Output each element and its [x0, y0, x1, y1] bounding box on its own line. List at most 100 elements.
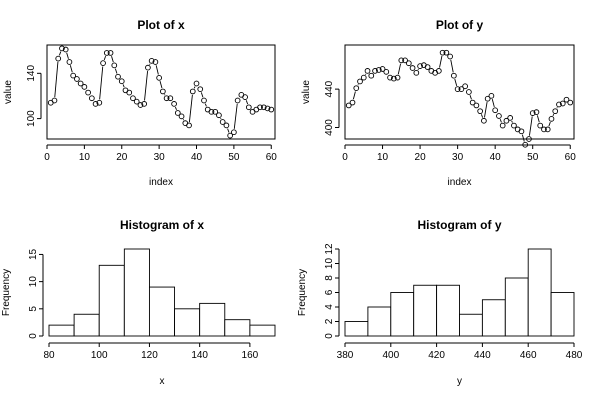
series-segment — [450, 59, 454, 73]
data-point — [227, 132, 233, 139]
series-segment — [111, 56, 114, 63]
data-point — [372, 68, 378, 74]
data-point — [556, 101, 562, 108]
data-point — [100, 60, 106, 66]
x-tick-label: 480 — [566, 350, 583, 361]
histogram-bar — [73, 313, 100, 337]
x-tick-label: 10 — [377, 152, 389, 163]
data-point — [451, 72, 457, 79]
data-point — [383, 69, 390, 75]
data-point — [466, 89, 472, 95]
data-point — [417, 63, 423, 69]
data-point — [402, 57, 408, 64]
x-tick-label: 40 — [490, 152, 502, 163]
x-tick-label: 0 — [44, 152, 50, 163]
histogram-bars — [48, 248, 276, 337]
data-point — [156, 74, 162, 81]
data-point — [257, 104, 263, 111]
series-points — [47, 45, 275, 139]
x-axis-title: index — [149, 177, 173, 188]
histogram-bar — [174, 308, 201, 337]
data-point — [481, 117, 487, 124]
histogram-bar — [123, 248, 150, 337]
series-segment — [511, 120, 513, 123]
data-point — [353, 85, 360, 92]
data-point — [133, 98, 140, 105]
data-point — [477, 108, 483, 115]
series-segment — [54, 61, 59, 98]
series-segment — [245, 100, 249, 105]
data-point — [55, 55, 62, 62]
data-point — [533, 109, 540, 115]
x-axis-title: x — [160, 376, 165, 387]
data-point — [178, 113, 185, 120]
data-point — [130, 95, 136, 102]
series-line — [54, 51, 249, 133]
data-point — [563, 96, 570, 103]
x-tick-label: 60 — [266, 152, 278, 163]
data-point — [118, 78, 125, 85]
data-point — [496, 113, 502, 119]
data-point — [394, 74, 401, 81]
data-point — [360, 74, 367, 81]
data-point — [107, 50, 114, 56]
data-point — [548, 116, 555, 122]
chart-title: Histogram of x — [120, 218, 204, 232]
histogram-bar — [481, 299, 506, 337]
data-point — [148, 58, 155, 64]
data-point — [473, 102, 480, 109]
data-point — [518, 128, 525, 135]
data-point — [51, 97, 58, 104]
series-points — [345, 49, 574, 148]
series-segment — [454, 78, 458, 86]
y-tick-label: 400 — [324, 119, 335, 136]
data-point — [439, 49, 446, 56]
x-tick-label: 30 — [452, 152, 464, 163]
data-point — [212, 108, 219, 115]
data-point — [77, 80, 84, 87]
data-point — [462, 83, 468, 90]
histogram-bar — [98, 264, 125, 337]
data-point — [469, 99, 476, 106]
y-tick-label: 0 — [28, 333, 39, 339]
data-point — [544, 126, 551, 133]
series-segment — [204, 103, 207, 107]
series-segment — [114, 68, 118, 74]
series-segment — [469, 95, 472, 100]
x-tick-label: 0 — [342, 152, 348, 163]
plot-frame — [46, 44, 276, 140]
chart-panel-4: Histogram of y 380 400 420 440 460 480 0 2 4 6 8 10 1… — [297, 218, 583, 387]
series-segment — [552, 114, 555, 117]
x-axis: 0 10 20 30 40 50 60 — [342, 144, 577, 163]
series-segment — [66, 52, 69, 59]
data-point — [242, 94, 248, 100]
x-tick-label: 60 — [565, 152, 577, 163]
data-point — [357, 78, 363, 85]
series-segment — [227, 128, 230, 133]
x-tick-label: 140 — [191, 350, 208, 361]
x-tick-label: 160 — [242, 350, 259, 361]
data-point — [268, 106, 275, 113]
data-point — [458, 86, 465, 92]
y-axis-title: Frequency — [1, 269, 12, 316]
data-point — [152, 59, 159, 65]
data-point — [364, 68, 371, 74]
y-axis-title: Frequency — [297, 269, 308, 316]
data-point — [526, 136, 532, 142]
data-point — [488, 92, 495, 99]
data-point — [171, 101, 177, 107]
plot-frame — [344, 44, 575, 140]
series-segment — [491, 99, 495, 108]
y-tick-label: 15 — [28, 248, 39, 260]
chart-panel-3: Histogram of x 80 100 120 140 160 0 5 10 15 x Frequ… — [1, 218, 276, 387]
series-segment — [122, 84, 125, 88]
data-point — [189, 88, 196, 95]
data-point — [559, 100, 566, 107]
y-tick-label: 140 — [26, 65, 37, 82]
histogram-bar — [367, 306, 392, 337]
series-segment — [200, 92, 204, 98]
data-point — [511, 122, 517, 129]
chart-title: Histogram of y — [417, 218, 501, 232]
data-point — [208, 108, 215, 115]
y-tick-label: 0 — [324, 333, 335, 339]
